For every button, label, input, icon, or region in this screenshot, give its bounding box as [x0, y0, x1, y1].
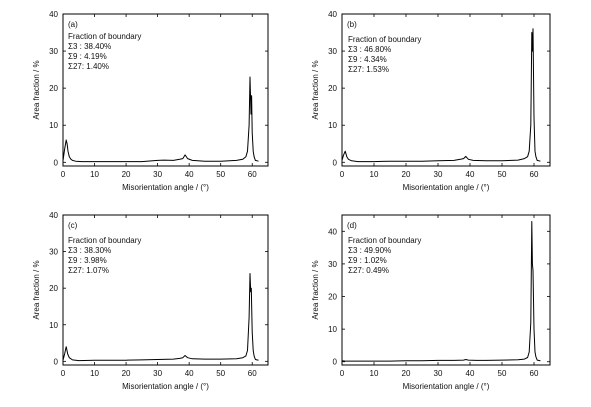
panels: 0 10 20 30 40 50 60 0 10 20 30 40 Misorientation ang…	[32, 10, 551, 391]
annotation-line: Σ9 : 1.02%	[348, 256, 387, 265]
annotation-title: Fraction of boundary	[68, 32, 141, 41]
annotation-title: Fraction of boundary	[348, 35, 421, 44]
annotation-line: Σ3 : 38.30%	[68, 246, 111, 255]
x-tick-label: 50	[498, 369, 507, 378]
x-tick-label: 10	[90, 170, 99, 179]
series-line-1	[341, 28, 541, 163]
annotation-line: Σ27: 1.40%	[68, 62, 109, 71]
chart-panel-4: 0 10 20 30 40 50 60 0 10 20 30 40 Misorientation ang…	[311, 214, 551, 391]
x-tick-label: 10	[370, 369, 379, 378]
x-tick-label: 10	[370, 170, 379, 179]
panel-label: (b)	[347, 20, 357, 29]
y-tick-label: 20	[49, 284, 58, 293]
annotation-line: Σ3 : 49.90%	[348, 246, 391, 255]
annotation-line: Σ9 : 4.34%	[348, 55, 387, 64]
x-tick-label: 30	[153, 369, 162, 378]
series-line-1	[62, 76, 259, 163]
chart-panel-3: 0 10 20 30 40 50 60 0 10 20 30 40 Misorientation ang…	[32, 211, 269, 391]
y-tick-label: 0	[54, 357, 59, 366]
x-tick-label: 60	[248, 170, 257, 179]
y-axis-title: Area fraction / %	[311, 260, 320, 319]
y-axis-title: Area fraction / %	[32, 60, 41, 119]
x-tick-label: 40	[185, 369, 194, 378]
x-axis-title: Misorientation angle / (°)	[403, 382, 490, 391]
y-tick-label: 10	[49, 121, 58, 130]
panel-label: (a)	[68, 20, 78, 29]
x-tick-label: 50	[216, 369, 225, 378]
x-axis-title: Misorientation angle / (°)	[122, 183, 209, 192]
y-tick-label: 30	[328, 47, 337, 56]
annotation-line: Σ3 : 46.80%	[348, 45, 391, 54]
y-tick-label: 30	[49, 47, 58, 56]
y-tick-label: 10	[328, 325, 337, 334]
y-tick-label: 0	[333, 158, 338, 167]
x-tick-label: 20	[402, 170, 411, 179]
x-tick-label: 20	[402, 369, 411, 378]
x-tick-label: 40	[466, 369, 475, 378]
series-line-1	[62, 273, 259, 362]
y-tick-label: 30	[49, 248, 58, 257]
plot-frame	[62, 214, 269, 366]
y-tick-label: 40	[328, 10, 337, 19]
x-tick-label: 50	[216, 170, 225, 179]
y-tick-label: 10	[49, 321, 58, 330]
y-tick-label: 40	[49, 211, 58, 220]
y-tick-label: 20	[328, 293, 337, 302]
annotation-title: Fraction of boundary	[348, 236, 421, 245]
x-axis-title: Misorientation angle / (°)	[403, 183, 490, 192]
annotation-line: Σ3 : 38.40%	[68, 42, 111, 51]
annotation-title: Fraction of boundary	[68, 236, 141, 245]
x-tick-label: 60	[530, 170, 539, 179]
y-tick-label: 0	[54, 158, 59, 167]
x-tick-label: 50	[498, 170, 507, 179]
y-tick-label: 30	[328, 260, 337, 269]
x-tick-label: 30	[153, 170, 162, 179]
x-tick-label: 60	[530, 369, 539, 378]
x-tick-label: 0	[61, 170, 66, 179]
plot-frame	[341, 214, 551, 366]
x-tick-label: 40	[185, 170, 194, 179]
x-tick-label: 0	[61, 369, 66, 378]
x-tick-label: 30	[434, 369, 443, 378]
x-axis-title: Misorientation angle / (°)	[122, 382, 209, 391]
y-tick-label: 20	[328, 84, 337, 93]
series-line-1	[341, 221, 541, 362]
panel-label: (c)	[68, 221, 78, 230]
x-tick-label: 30	[434, 170, 443, 179]
y-tick-label: 0	[333, 358, 338, 367]
annotation-line: Σ27: 1.07%	[68, 266, 109, 275]
annotation-line: Σ27: 0.49%	[348, 266, 389, 275]
x-tick-label: 10	[90, 369, 99, 378]
y-tick-label: 40	[49, 10, 58, 19]
annotation-line: Σ9 : 4.19%	[68, 52, 107, 61]
x-tick-label: 20	[122, 170, 131, 179]
x-tick-label: 60	[248, 369, 257, 378]
y-tick-label: 20	[49, 84, 58, 93]
x-tick-label: 40	[466, 170, 475, 179]
y-axis-title: Area fraction / %	[311, 60, 320, 119]
chart-panel-2: 0 10 20 30 40 50 60 0 10 20 30 40 Misorientation ang…	[311, 10, 551, 192]
y-tick-label: 10	[328, 121, 337, 130]
annotation-line: Σ27: 1.53%	[348, 65, 389, 74]
panel-label: (d)	[347, 221, 357, 230]
x-tick-label: 20	[122, 369, 131, 378]
chart-panel-1: 0 10 20 30 40 50 60 0 10 20 30 40 Misorientation ang…	[32, 10, 269, 192]
y-tick-label: 40	[328, 227, 337, 236]
x-tick-label: 0	[340, 170, 345, 179]
x-tick-label: 0	[340, 369, 345, 378]
plot-frame	[341, 13, 551, 167]
y-axis-title: Area fraction / %	[32, 260, 41, 319]
annotation-line: Σ9 : 3.98%	[68, 256, 107, 265]
plot-frame	[62, 13, 269, 167]
